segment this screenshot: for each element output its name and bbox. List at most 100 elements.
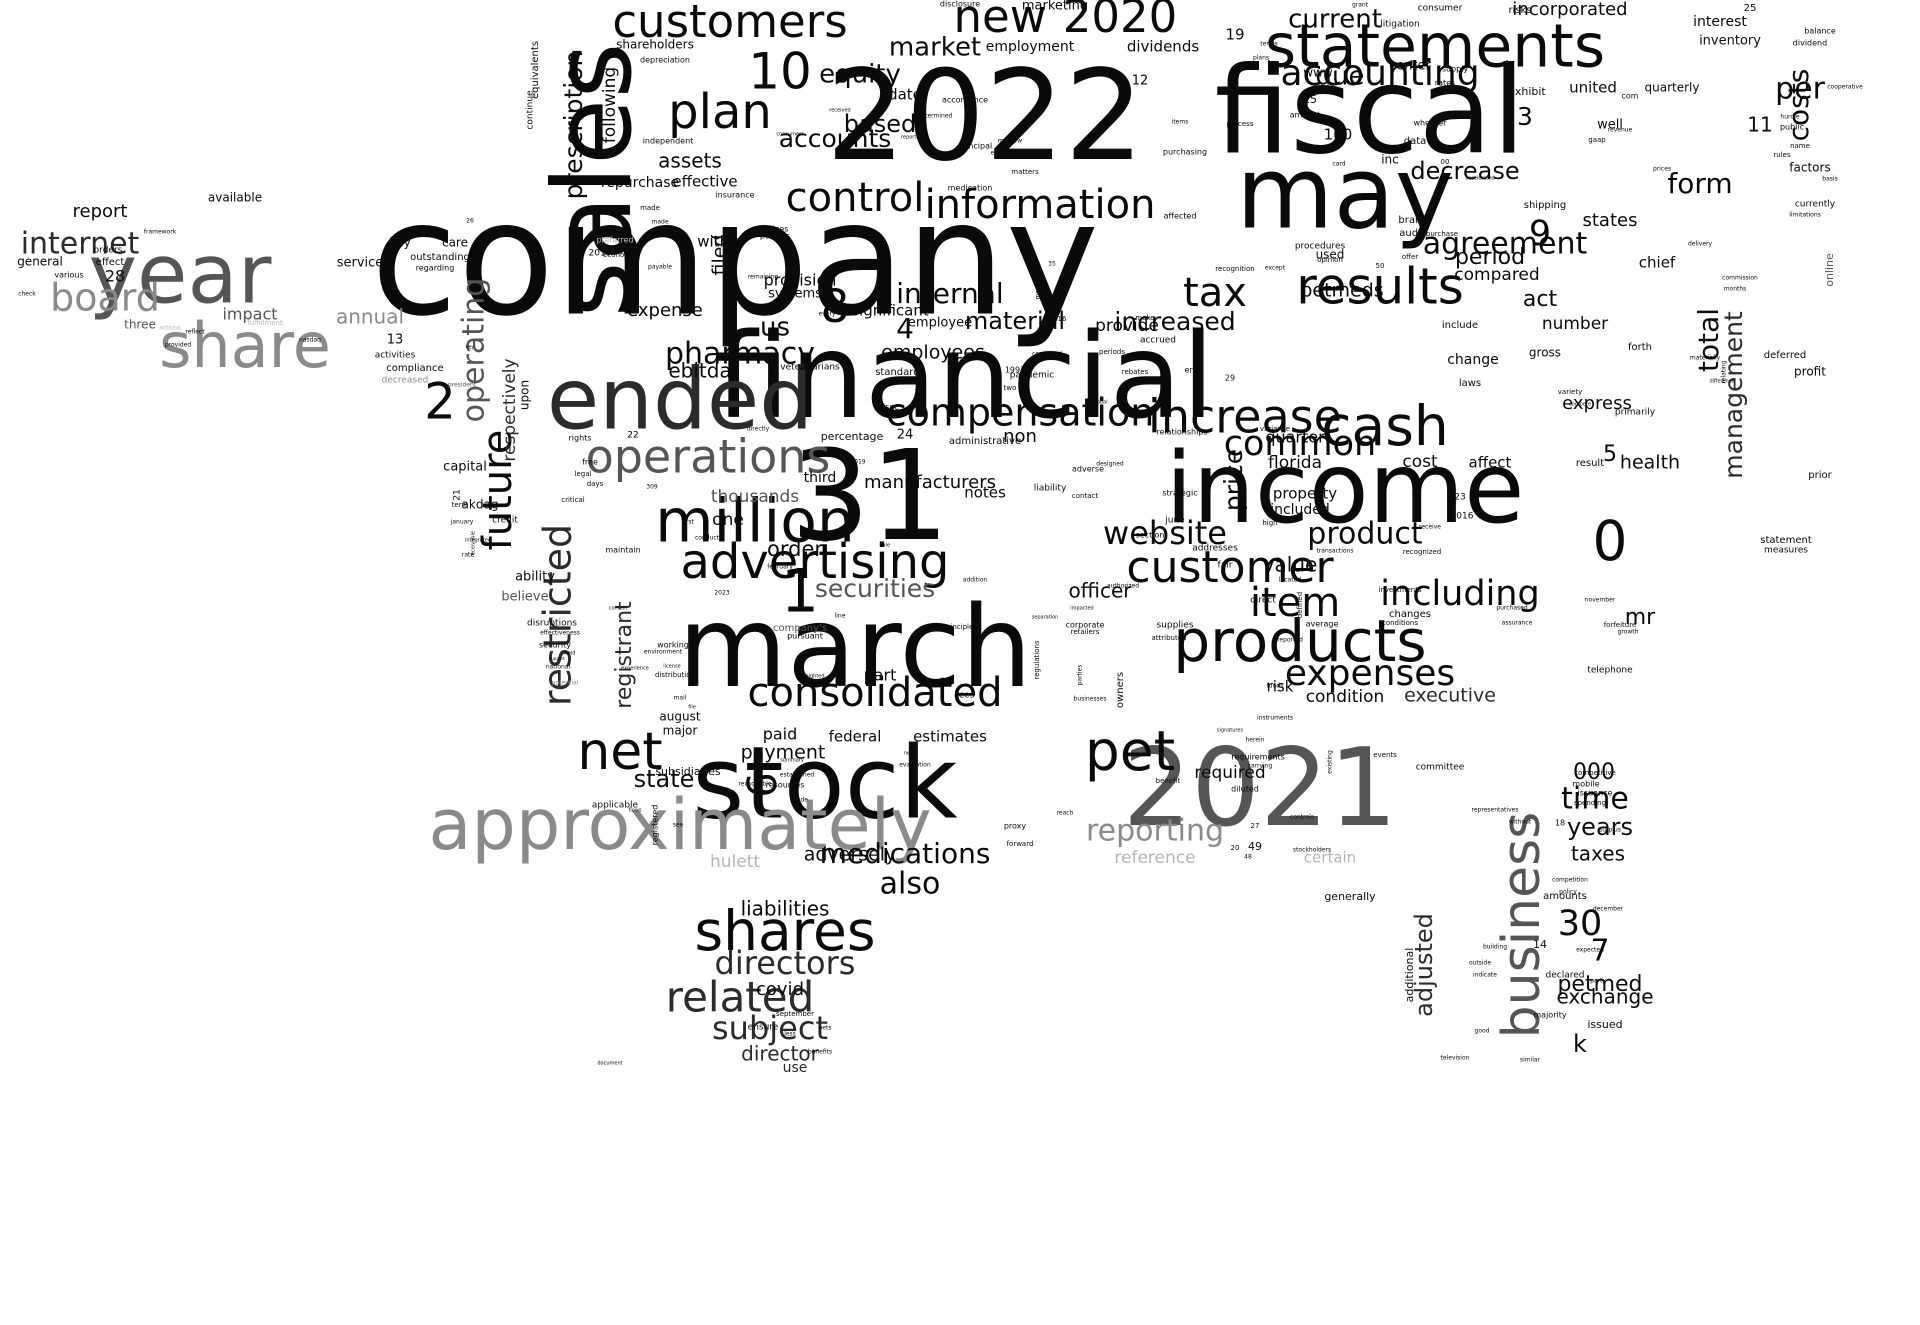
cloud-word: primarily: [1615, 408, 1656, 418]
cloud-word: administrative: [949, 436, 1021, 447]
cloud-word: 7: [1590, 934, 1609, 969]
cloud-word: director: [741, 1042, 819, 1066]
cloud-word: pursuant: [787, 632, 823, 641]
cloud-word: high: [1262, 519, 1277, 527]
cloud-word: outside: [1469, 960, 1491, 967]
cloud-word: process: [1227, 120, 1254, 128]
cloud-word: various: [54, 271, 83, 280]
cloud-word: procedures: [1295, 242, 1346, 252]
cloud-word: continued: [1032, 351, 1062, 358]
cloud-word: party: [1590, 978, 1606, 985]
cloud-word: accelerated: [1465, 176, 1494, 182]
cloud-word: rebates: [1122, 368, 1149, 376]
cloud-word: plan: [668, 84, 772, 140]
cloud-word: strategic: [1162, 489, 1197, 498]
cloud-word: us: [760, 313, 790, 343]
cloud-word: www: [1303, 66, 1333, 80]
cloud-word: required: [1194, 763, 1265, 783]
cloud-word: value: [1263, 553, 1318, 577]
cloud-word: grant: [1352, 2, 1369, 9]
cloud-word: condition: [1306, 687, 1385, 707]
cloud-word: recognition: [1215, 265, 1254, 273]
cloud-word: reach: [1057, 810, 1074, 817]
cloud-word: 1997: [1005, 366, 1025, 375]
cloud-word: supply: [1442, 65, 1469, 74]
cloud-word: first: [682, 519, 694, 526]
cloud-word: hurdle: [1780, 114, 1799, 121]
cloud-word: annual: [336, 305, 404, 329]
cloud-word: trade: [792, 797, 808, 804]
cloud-word: attributed: [1152, 634, 1187, 642]
cloud-word: fees: [956, 691, 975, 701]
cloud-word: experience: [621, 666, 649, 672]
cloud-word: limitations: [1789, 212, 1821, 219]
cloud-word: independent: [643, 137, 694, 146]
cloud-word: sec: [885, 403, 899, 412]
cloud-word: medications: [820, 837, 991, 870]
cloud-word: additional: [1403, 948, 1416, 1003]
cloud-word: gross: [1529, 346, 1561, 360]
cloud-word: paid: [763, 725, 798, 744]
cloud-word: mathew: [998, 138, 1022, 145]
cloud-word: information: [925, 182, 1156, 228]
cloud-word: executive: [1404, 685, 1496, 707]
cloud-word: decrease: [1410, 157, 1519, 185]
cloud-word: third: [804, 470, 837, 486]
cloud-word: use: [783, 1060, 808, 1076]
cloud-word: one: [712, 510, 744, 530]
cloud-word: thousands: [711, 487, 799, 507]
cloud-word: television: [1441, 1055, 1470, 1062]
cloud-word: forfeiture: [1604, 621, 1637, 629]
cloud-word: spending: [1574, 799, 1606, 807]
cloud-word: businesses: [1074, 696, 1107, 703]
cloud-word: fair: [1218, 561, 1233, 571]
cloud-word: inventory: [1699, 34, 1761, 49]
cloud-word: january: [450, 519, 474, 526]
cloud-word: signatures: [1217, 728, 1244, 734]
cloud-word: flows: [629, 808, 642, 814]
cloud-word: petmeds: [1300, 280, 1383, 302]
cloud-word: instruments: [1257, 715, 1293, 722]
cloud-word: reporting: [1086, 814, 1224, 849]
cloud-word: line: [835, 613, 846, 620]
cloud-word: reorder: [1312, 86, 1338, 94]
cloud-word: com: [1621, 92, 1638, 101]
cloud-word: officer: [1068, 579, 1132, 603]
cloud-word: total: [1692, 308, 1725, 372]
cloud-word: end: [1184, 366, 1199, 375]
cloud-word: current: [1288, 5, 1382, 35]
cloud-word: similar: [1520, 1057, 1541, 1064]
cloud-word: terms: [1260, 41, 1277, 48]
cloud-word: business: [1492, 812, 1552, 1039]
cloud-word: risks: [1508, 5, 1531, 16]
cloud-word: control: [786, 175, 925, 221]
cloud-word: revenue: [1608, 127, 1633, 134]
cloud-word: covid: [756, 979, 804, 1000]
cloud-word: equivalents: [530, 41, 541, 99]
cloud-word: 21: [453, 489, 463, 500]
cloud-word: carrying: [1248, 763, 1273, 770]
cloud-word: interest: [1693, 14, 1747, 30]
cloud-word: property: [1273, 485, 1337, 503]
cloud-word: advertising: [681, 534, 950, 590]
cloud-word: whether: [1414, 119, 1448, 128]
cloud-word: insurance: [715, 191, 754, 200]
cloud-word: company's: [773, 623, 827, 634]
cloud-word: framework: [144, 229, 177, 236]
cloud-word: part: [864, 666, 897, 685]
cloud-word: card: [1332, 161, 1345, 168]
cloud-word: 13: [387, 333, 404, 348]
cloud-word: prices: [1653, 166, 1671, 173]
cloud-word: weighted: [801, 674, 824, 680]
cloud-word: 31: [790, 424, 949, 569]
cloud-word: designed: [1096, 461, 1124, 468]
cloud-word: shareholders: [616, 38, 694, 52]
cloud-word: sale: [880, 543, 890, 549]
cloud-word: amount: [1290, 111, 1321, 120]
cloud-word: conduct: [695, 535, 720, 542]
cloud-word: assurance: [1502, 620, 1533, 627]
cloud-word: preferred: [596, 236, 633, 245]
cloud-word: working: [657, 641, 689, 650]
cloud-word: 3: [1517, 102, 1533, 131]
cloud-word: ensure: [748, 1023, 779, 1033]
